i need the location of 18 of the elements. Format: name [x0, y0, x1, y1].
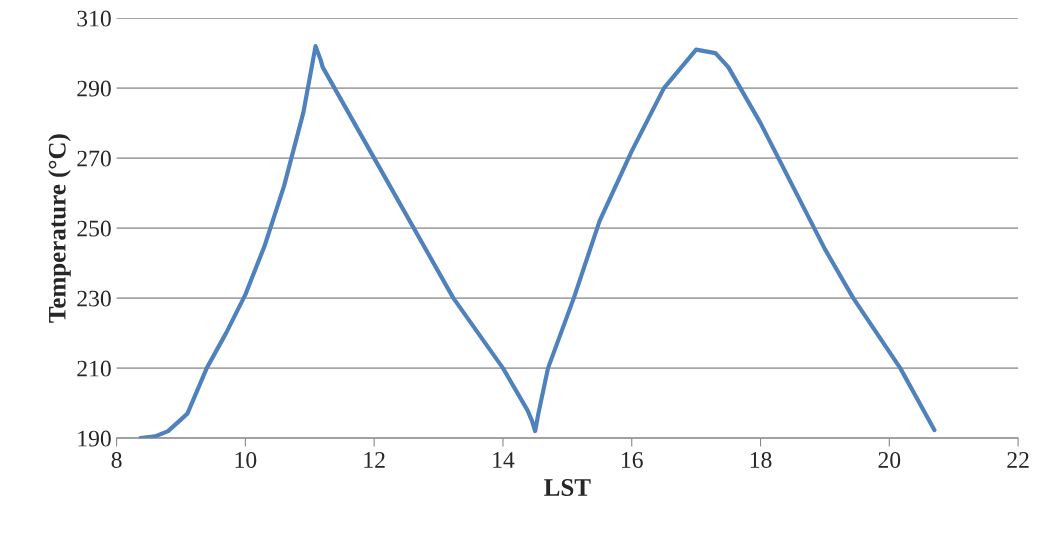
- x-tick-label: 14: [493, 452, 515, 468]
- y-tick-label: 230: [77, 290, 111, 307]
- y-tick-label: 290: [77, 80, 111, 97]
- x-tick-label: 18: [750, 452, 772, 468]
- y-tick-label: 270: [77, 150, 111, 167]
- x-tick-label: 8: [111, 452, 122, 468]
- y-tick-label: 250: [77, 220, 111, 237]
- y-tick-label: 210: [77, 360, 111, 377]
- x-tick-label: 20: [878, 452, 901, 468]
- y-tick-label: 310: [77, 10, 111, 27]
- x-tick-label: 22: [1007, 452, 1029, 468]
- x-axis-title: LST: [544, 479, 591, 496]
- x-tick-label: 12: [364, 452, 385, 468]
- line-series: [138, 44, 937, 439]
- x-tick-label: 10: [235, 452, 257, 468]
- x-tick-label: 16: [622, 452, 643, 468]
- y-axis-title: Temperature (°C): [48, 134, 71, 323]
- y-tick-label: 190: [78, 430, 111, 447]
